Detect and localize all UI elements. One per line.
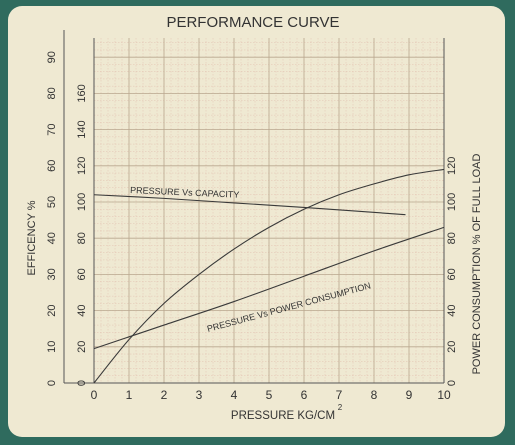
x-axis-label-superscript: 2 [338, 403, 343, 412]
power-consumption-curve [93, 226, 445, 350]
power-tick-label: 0 [446, 380, 458, 386]
x-tick-label: 1 [126, 388, 133, 402]
x-tick-label: 7 [336, 388, 343, 402]
capacity-tick-label: 100 [76, 193, 88, 211]
efficiency-tick-label: 30 [46, 268, 58, 280]
power-tick-label: 60 [446, 268, 458, 280]
series-labels: PRESSURE Vs CAPACITY PRESSURE Vs POWER CO… [130, 185, 372, 334]
capacity-tick-label: 120 [76, 157, 88, 175]
x-axis-label: PRESSURE KG/CM [231, 410, 335, 422]
x-tick-label: 10 [437, 388, 451, 402]
efficiency-tick-label: 0 [46, 380, 58, 386]
grid [93, 38, 445, 384]
power-curve-label: PRESSURE Vs POWER CONSUMPTION [206, 281, 372, 334]
efficiency-tick-label: 20 [46, 304, 58, 316]
power-tick-label: 120 [446, 157, 458, 175]
efficiency-tick-label: 60 [46, 160, 58, 172]
x-tick-label: 0 [91, 388, 98, 402]
efficiency-curve [93, 168, 445, 384]
capacity-tick-label: 80 [76, 232, 88, 244]
capacity-tick-label: 0 [76, 380, 88, 386]
capacity-curve-label: PRESSURE Vs CAPACITY [130, 185, 240, 200]
power-tick-label: 100 [446, 193, 458, 211]
power-tick-label: 80 [446, 232, 458, 244]
capacity-tick-label: 160 [76, 84, 88, 102]
power-tick-label: 40 [446, 304, 458, 316]
x-tick-label: 5 [266, 388, 273, 402]
efficiency-axis-label: EFFICENCY % [26, 200, 38, 275]
x-tick-label: 8 [371, 388, 378, 402]
power-tick-label: 20 [446, 341, 458, 353]
capacity-tick-label: 60 [76, 268, 88, 280]
efficiency-tick-label: 80 [46, 87, 58, 99]
efficiency-tick-label: 90 [46, 51, 58, 63]
capacity-tick-label: 140 [76, 120, 88, 138]
chart-title: PERFORMANCE CURVE [166, 14, 339, 31]
efficiency-tick-label: 40 [46, 232, 58, 244]
tick-labels: 0 1 2 3 4 5 6 7 8 9 100102030405060708090020406080… [46, 51, 458, 402]
efficiency-tick-label: 10 [46, 341, 58, 353]
x-tick-label: 3 [196, 388, 203, 402]
axes [63, 30, 445, 384]
efficiency-tick-label: 70 [46, 123, 58, 135]
chart-card: 0 1 2 3 4 5 6 7 8 9 10 0 10 20 30 40 50 60 70 80 90 0 20 40 60 80… [8, 6, 505, 437]
power-axis-label: POWER CONSUMPTION % OF FULL LOAD [471, 154, 483, 375]
capacity-curve [93, 194, 406, 216]
efficiency-tick-label: 50 [46, 196, 58, 208]
performance-curve-chart: 0 1 2 3 4 5 6 7 8 9 100102030405060708090020406080… [26, 14, 483, 422]
x-tick-label: 2 [161, 388, 168, 402]
series-lines [93, 168, 445, 384]
capacity-tick-label: 20 [76, 341, 88, 353]
x-tick-label: 4 [231, 388, 238, 402]
x-tick-label: 9 [406, 388, 413, 402]
capacity-tick-label: 40 [76, 304, 88, 316]
x-tick-label: 6 [301, 388, 308, 402]
